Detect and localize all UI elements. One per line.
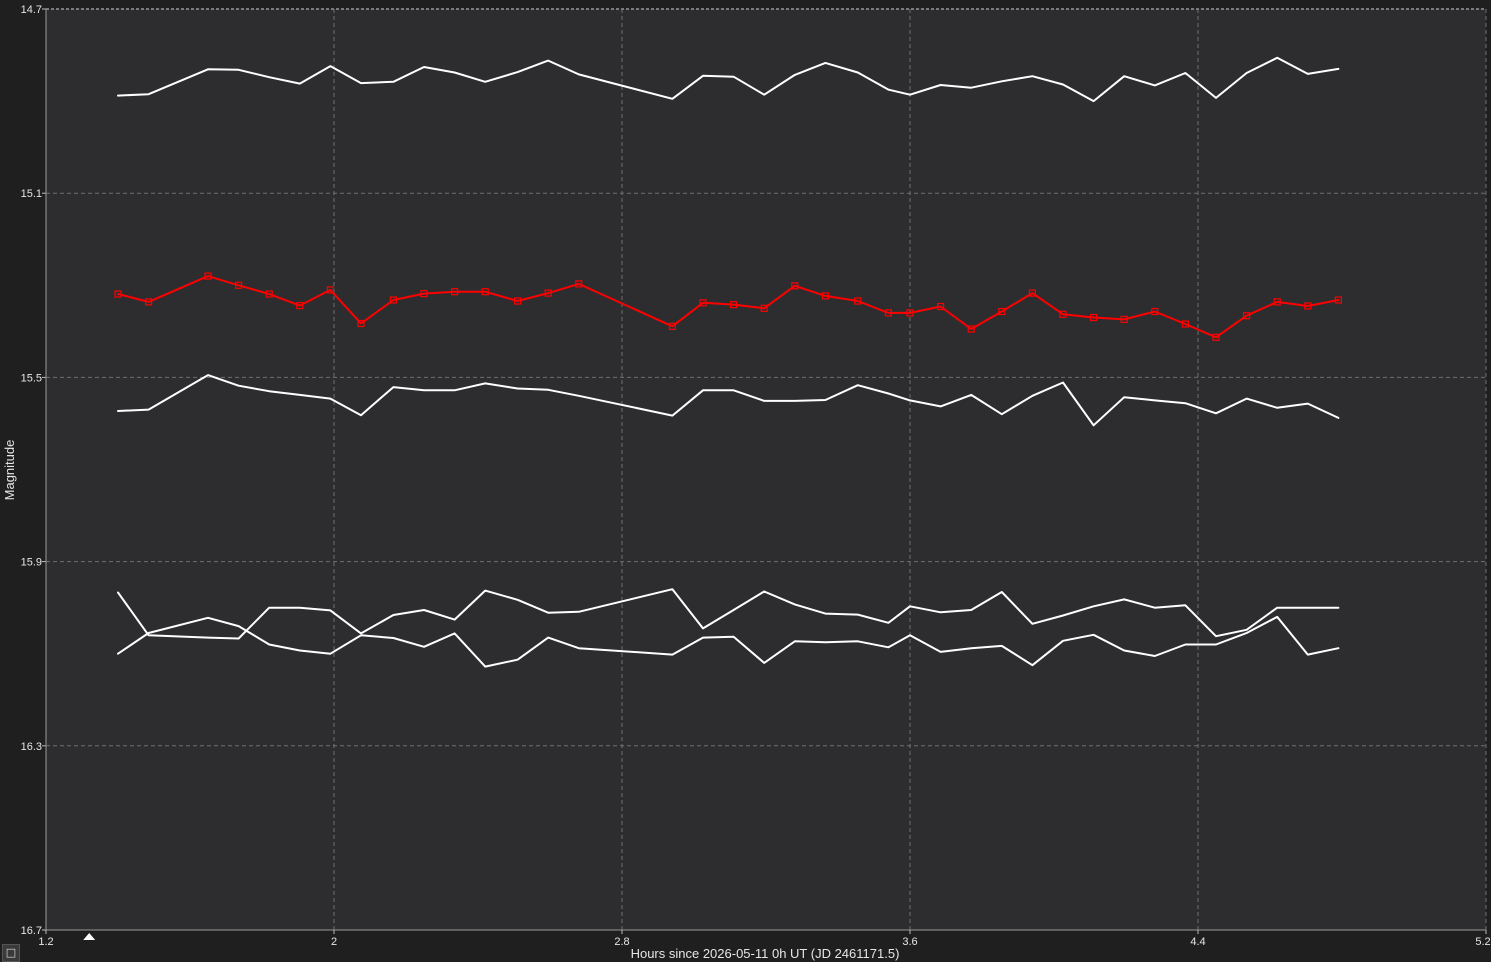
target-data-point[interactable] — [114, 290, 122, 298]
target-data-point[interactable] — [854, 297, 862, 305]
x-tick-label: 1.2 — [38, 936, 53, 948]
target-data-point[interactable] — [936, 302, 945, 311]
target-data-point[interactable] — [513, 297, 522, 305]
grid-lines — [46, 8, 1487, 930]
target-data-point[interactable] — [998, 307, 1006, 316]
x-axis-label: Hours since 2026-05-11 0h UT (JD 2461171… — [631, 946, 900, 961]
target-data-point[interactable] — [326, 286, 334, 294]
target-data-point[interactable] — [265, 290, 273, 298]
square-icon[interactable]: □ — [2, 944, 20, 962]
target-data-point[interactable] — [389, 296, 397, 304]
target-data-point[interactable] — [420, 290, 428, 298]
target-data-point[interactable] — [791, 282, 799, 290]
target-data-point[interactable] — [1242, 312, 1251, 320]
target-data-point[interactable] — [544, 289, 552, 297]
target-data-point[interactable] — [1304, 302, 1312, 310]
target-series-line[interactable] — [117, 275, 1340, 339]
y-tick-label: 16.3 — [21, 741, 42, 753]
target-data-point[interactable] — [1181, 320, 1190, 328]
y-tick-label: 15.9 — [21, 557, 42, 569]
target-data-point[interactable] — [575, 280, 583, 288]
x-tick-label: 2 — [331, 936, 337, 948]
target-data-point[interactable] — [296, 302, 304, 310]
target-data-point[interactable] — [451, 288, 459, 296]
target-data-point[interactable] — [1273, 298, 1281, 306]
target-data-point[interactable] — [760, 304, 768, 312]
target-data-point[interactable] — [1089, 313, 1098, 322]
y-tick-label: 14.7 — [21, 4, 42, 16]
comparison-series-line[interactable] — [117, 615, 1340, 668]
axes — [42, 8, 1487, 934]
triangle-up-icon[interactable] — [83, 933, 96, 940]
x-tick-label: 4.4 — [1190, 936, 1205, 948]
y-tick-label: 15.1 — [21, 188, 42, 200]
x-tick-label: 2.8 — [614, 936, 629, 948]
target-data-point[interactable] — [1028, 289, 1037, 297]
x-tick-label: 3.6 — [902, 936, 917, 948]
comparison-series-line[interactable] — [117, 374, 1340, 427]
target-data-point[interactable] — [1151, 307, 1159, 316]
target-data-point[interactable] — [884, 309, 893, 317]
target-data-point[interactable] — [1334, 296, 1343, 304]
target-data-point[interactable] — [906, 309, 914, 317]
target-data-point[interactable] — [821, 292, 830, 300]
y-axis-label: Magnitude — [2, 440, 17, 501]
target-data-point[interactable] — [967, 325, 975, 333]
y-tick-label: 16.7 — [21, 925, 42, 937]
target-data-point[interactable] — [357, 319, 365, 328]
target-data-point[interactable] — [1120, 315, 1128, 323]
comparison-series-line[interactable] — [117, 56, 1340, 103]
series-layer — [114, 56, 1343, 668]
comparison-series-line[interactable] — [117, 588, 1340, 640]
tick-labels: 14.7 15.1 15.5 15.9 16.3 16.71.2 2 2.8 3.6 4.4 5.2 — [21, 4, 1491, 948]
x-tick-label: 5.2 — [1475, 936, 1490, 948]
plot-area[interactable] — [46, 9, 1486, 930]
target-data-point[interactable] — [699, 299, 707, 307]
target-data-point[interactable] — [668, 322, 677, 330]
target-data-point[interactable] — [481, 288, 489, 296]
target-data-point[interactable] — [1212, 333, 1220, 341]
target-data-point[interactable] — [145, 298, 153, 306]
target-data-point[interactable] — [235, 281, 243, 289]
target-data-point[interactable] — [729, 301, 738, 309]
target-data-point[interactable] — [204, 272, 212, 280]
target-data-point[interactable] — [1059, 310, 1067, 318]
y-tick-label: 15.5 — [21, 372, 42, 384]
